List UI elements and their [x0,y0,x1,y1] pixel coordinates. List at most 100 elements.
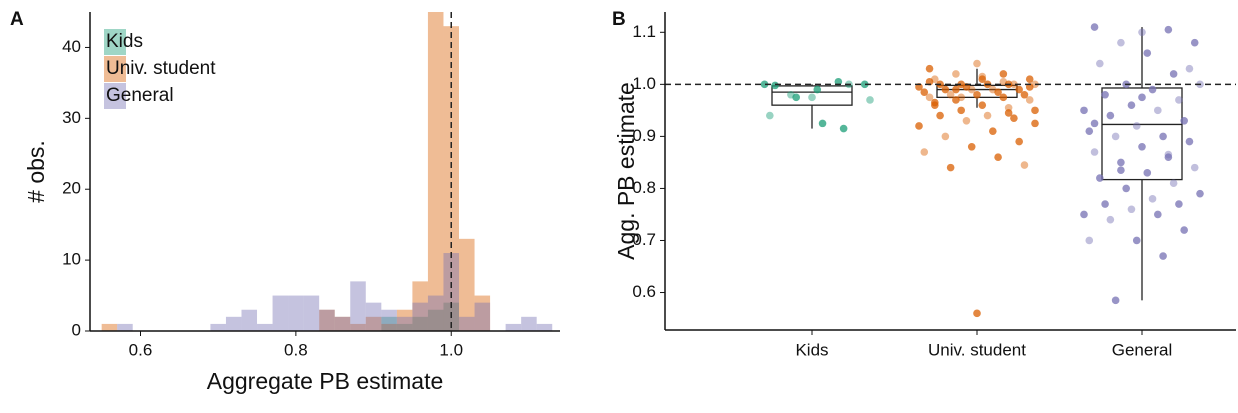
legend-label: General [106,85,174,106]
point [952,70,960,78]
point [999,70,1008,78]
point [973,309,981,318]
point [920,88,929,96]
point [1132,236,1141,245]
hist-bar [412,302,428,331]
point [941,85,950,94]
point [839,124,848,133]
point [1154,106,1162,115]
point [994,88,1002,96]
legend-swatch [104,83,126,109]
point [989,127,997,135]
hist-bar [536,323,553,331]
y-tick-label: 1.0 [632,74,656,93]
x-tick-label: Kids [795,340,828,359]
point [1031,119,1039,128]
point [1159,132,1167,141]
point [967,142,976,151]
point [946,163,955,172]
point [760,80,769,89]
hist-bar [474,302,491,331]
point [813,85,822,94]
point [1117,166,1125,175]
point [915,122,923,130]
x-tick-label: 0.8 [284,340,308,359]
box [771,85,853,106]
point [1111,132,1120,141]
point [973,59,981,68]
point [1101,200,1109,208]
point [1127,205,1136,214]
point [1020,161,1029,169]
y-axis-label: # obs. [23,140,49,203]
point [1175,96,1183,104]
x-tick-label: General [1112,340,1172,359]
point [1020,90,1029,99]
point [1117,38,1125,47]
point [792,93,800,102]
point [941,132,950,141]
y-tick-label: 0 [72,320,81,339]
hist-bar [210,323,226,331]
hist-bar [474,295,491,331]
legend-label: Kids [106,31,143,52]
point [1080,106,1088,115]
hist-bar [257,323,273,331]
point [1175,200,1183,208]
legend-swatch [104,29,126,55]
y-tick-label: 0.9 [632,126,656,145]
hist-bar [101,323,118,331]
x-axis-label: Aggregate PB estimate [207,368,444,394]
point [1148,195,1157,203]
point [1154,210,1162,219]
point [1031,106,1039,115]
y-tick-label: 1.1 [632,22,656,41]
point [1080,210,1088,219]
point [946,90,955,99]
point [994,153,1002,162]
point [936,111,944,120]
hist-bar [427,12,444,331]
point [766,111,774,120]
hist-bar [334,316,351,331]
legend-swatch [104,56,126,82]
y-tick-label: 20 [62,179,81,198]
point [1148,85,1157,94]
point [1085,236,1094,245]
point [1090,148,1099,156]
point [1159,252,1167,260]
point [1185,64,1194,73]
point [1025,75,1034,83]
point [983,111,992,120]
y-tick-label: 0.7 [632,230,656,249]
point [1164,150,1173,159]
hist-bar [521,316,537,331]
hist-bar [412,281,428,331]
point [1143,169,1152,177]
point [1096,174,1104,182]
point [920,148,929,156]
point [957,93,965,102]
box [1101,87,1183,181]
hist-bar [412,316,428,331]
point [978,75,987,83]
panel-label: A [10,9,24,30]
y-tick-label: 30 [62,108,81,127]
point [973,90,981,99]
point [1138,28,1146,37]
point [1106,215,1115,224]
point [1010,80,1018,89]
hist-bar [427,295,444,331]
point [1090,23,1099,31]
hist-bar [350,281,366,331]
point [1085,127,1094,135]
hist-bar [303,295,320,331]
hist-bar [272,295,289,331]
point [1025,96,1034,104]
legend-label: Univ. student [106,58,216,79]
point [1185,137,1194,146]
point [925,93,934,102]
point [1190,163,1199,172]
hist-bar [459,316,475,331]
point [957,106,965,115]
